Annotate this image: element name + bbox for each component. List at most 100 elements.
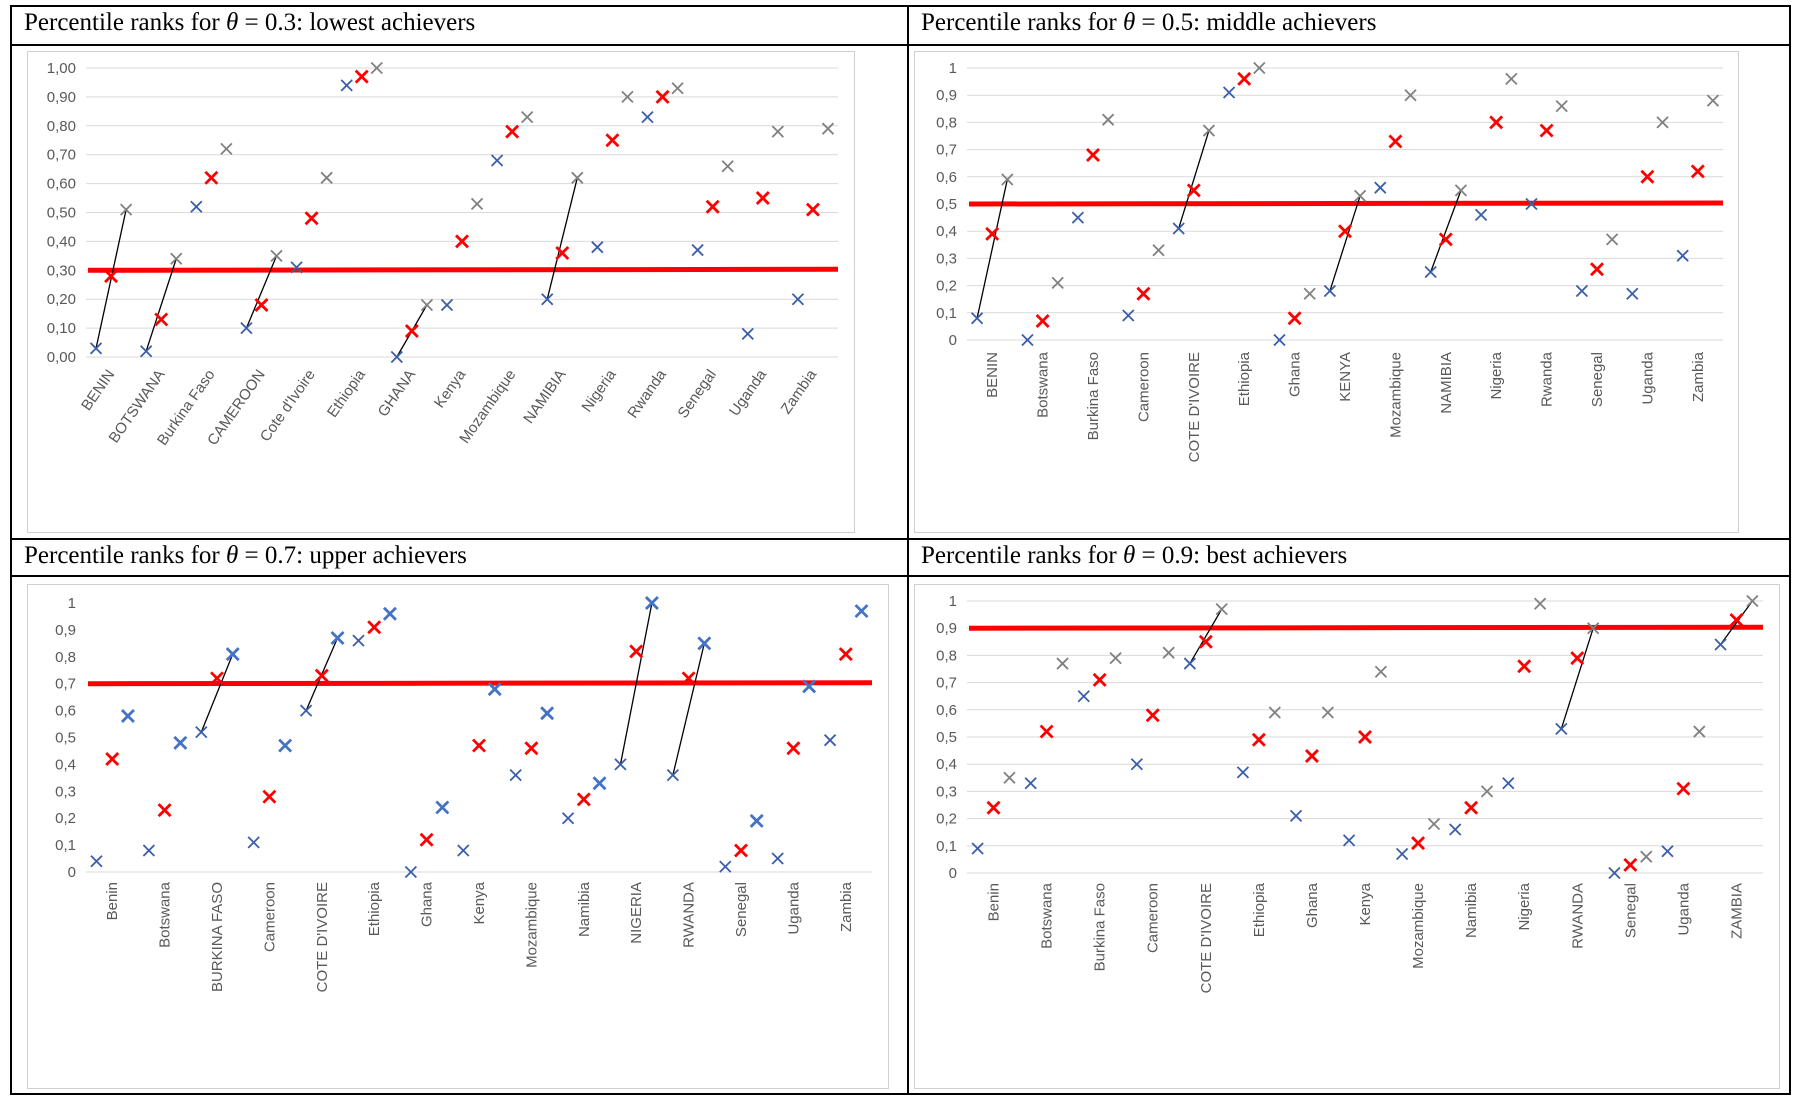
data-point-marker	[1268, 706, 1281, 719]
y-tick-label: 0,9	[55, 622, 76, 639]
theta-symbol: θ	[226, 542, 239, 569]
data-point-marker	[1449, 823, 1462, 836]
data-point-marker	[1289, 809, 1303, 823]
y-tick-label: 0,5	[936, 729, 957, 746]
data-point-marker	[791, 293, 805, 306]
y-tick-label: 0,00	[47, 349, 76, 366]
data-point-marker	[440, 298, 454, 312]
connector-line	[95, 209, 127, 349]
data-point-marker	[1438, 232, 1453, 247]
data-point-marker	[1640, 850, 1653, 863]
data-point-marker	[771, 852, 784, 865]
table-divider-middle	[12, 538, 1789, 540]
figure-table: Percentile ranks for θ = 0.3: lowest ach…	[10, 5, 1791, 1095]
data-point-marker	[771, 125, 784, 138]
connector-line	[619, 602, 653, 765]
y-tick-label: 0,9	[936, 620, 957, 637]
theta-symbol: θ	[1123, 542, 1136, 569]
x-tick-label: Mozambique	[523, 882, 540, 968]
data-point-marker	[89, 342, 103, 355]
y-tick-label: 1	[949, 60, 957, 77]
x-tick-label: Ethiopia	[1251, 882, 1268, 937]
data-point-marker	[1109, 651, 1122, 665]
data-point-marker	[1555, 99, 1568, 113]
x-tick-label: Botswana	[1035, 351, 1052, 418]
data-point-marker	[352, 634, 365, 647]
y-tick-label: 0,3	[936, 783, 957, 800]
y-tick-label: 0,3	[55, 783, 76, 800]
data-point-marker	[320, 171, 333, 184]
chart-svg-3: 0 0,1 0,2 0,3 0,4 0,5 0,6 0,7 0,8 0,9 1 Benin Botswa…	[936, 593, 1764, 993]
x-tick-label: Burkina Faso	[1085, 352, 1102, 440]
data-point-marker	[1236, 766, 1250, 779]
data-point-marker	[304, 211, 319, 226]
y-tick-label: 1	[68, 595, 76, 612]
data-point-marker	[1454, 184, 1468, 197]
panel-title-3: Percentile ranks for θ = 0.9: best achie…	[921, 542, 1347, 570]
connector-line	[976, 179, 1008, 319]
data-point-marker	[1003, 771, 1016, 784]
data-point-marker	[1676, 249, 1689, 262]
data-point-marker	[278, 738, 293, 753]
y-tick-label: 0	[949, 332, 957, 349]
x-tick-label: Nigeria	[578, 366, 620, 415]
data-point-marker	[1101, 113, 1115, 126]
connector-line	[672, 643, 705, 776]
data-point-marker	[1358, 730, 1372, 744]
data-point-marker	[1051, 276, 1064, 290]
data-point-marker	[1086, 148, 1100, 163]
y-tick-label: 0,9	[936, 87, 957, 104]
threshold-line	[968, 624, 1764, 631]
x-tick-label: BURKINA FASO	[209, 882, 226, 992]
x-tick-label: Benin	[104, 882, 121, 920]
connector-line	[1720, 600, 1753, 645]
y-tick-label: 0,4	[936, 223, 957, 240]
x-tick-label: Zambia	[778, 366, 821, 417]
data-point-marker	[1690, 164, 1705, 179]
chart-svg-2: 0 0,1 0,2 0,3 0,4 0,5 0,6 0,7 0,8 0,9 1 Benin Botswa…	[55, 595, 873, 992]
data-point-marker	[691, 243, 704, 257]
y-tick-label: 0,6	[55, 703, 76, 720]
data-point-marker	[1517, 659, 1532, 674]
data-point-marker	[1001, 173, 1014, 186]
data-point-marker	[734, 843, 748, 858]
data-point-marker	[435, 800, 450, 815]
data-point-marker	[1640, 169, 1655, 184]
x-tick-label: Rwanda	[1539, 351, 1556, 407]
data-point-marker	[1411, 836, 1426, 851]
data-point-marker	[854, 604, 869, 619]
x-tick-label: Uganda	[1675, 882, 1692, 935]
y-tick-label: 0,70	[47, 147, 76, 164]
data-point-marker	[1321, 706, 1334, 719]
data-point-marker	[470, 197, 484, 210]
x-tick-label: RWANDA	[681, 882, 698, 948]
x-tick-label: Namibia	[576, 881, 593, 937]
y-tick-label: 0,1	[936, 838, 957, 855]
x-tick-label: COTE D'IVOIRE	[314, 882, 331, 992]
data-point-marker	[1152, 244, 1165, 257]
panel-title-suffix: : middle achievers	[1193, 9, 1377, 36]
data-point-marker	[1480, 785, 1494, 798]
data-point-marker	[1676, 781, 1691, 796]
data-point-marker	[195, 725, 208, 739]
x-tick-label: Mozambique	[1387, 352, 1404, 438]
x-tick-label: Nigeria	[1516, 882, 1533, 930]
data-point-marker	[190, 200, 203, 213]
theta-symbol: θ	[226, 9, 239, 36]
x-tick-label: Nigeria	[1488, 351, 1505, 399]
x-tick-label: GHANA	[375, 367, 420, 420]
data-point-marker	[681, 671, 696, 686]
y-tick-label: 0,7	[936, 142, 957, 159]
data-point-marker	[719, 860, 732, 873]
data-point-marker	[1555, 722, 1568, 735]
data-point-marker	[621, 90, 634, 104]
data-point-marker	[1035, 313, 1050, 328]
x-tick-label: Ghana	[1287, 351, 1304, 397]
y-tick-label: 0,1	[936, 305, 957, 322]
data-point-marker	[1172, 222, 1185, 235]
data-point-marker	[1746, 594, 1759, 608]
x-tick-label: BENIN	[984, 352, 1001, 398]
panel-title-cell-0: Percentile ranks for θ = 0.3: lowest ach…	[12, 7, 907, 44]
data-point-marker	[655, 89, 670, 104]
data-point-marker	[120, 708, 135, 723]
